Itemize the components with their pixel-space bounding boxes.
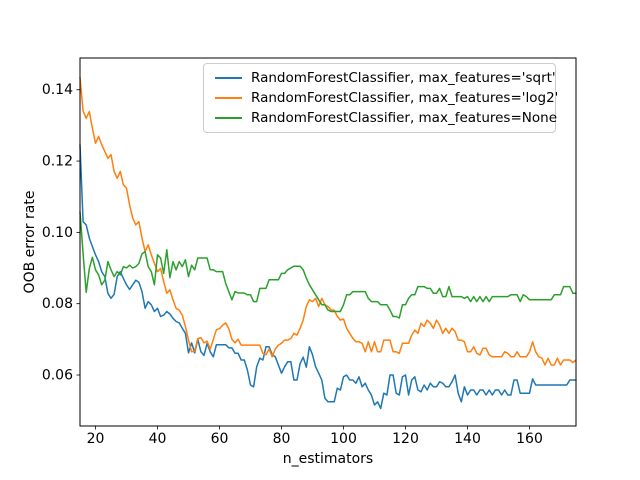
- legend-label-log2: RandomForestClassifier, max_features='lo…: [251, 90, 559, 106]
- y-axis-label: OOB error rate: [22, 190, 38, 294]
- x-tick-label: 80: [273, 431, 291, 447]
- legend-entry-sqrt: RandomForestClassifier, max_features='sq…: [215, 70, 556, 86]
- legend-label-sqrt: RandomForestClassifier, max_features='sq…: [251, 70, 556, 86]
- x-tick-label: 20: [87, 431, 105, 447]
- x-axis-label: n_estimators: [282, 451, 374, 467]
- x-tick-label: 60: [211, 431, 229, 447]
- legend-label-none: RandomForestClassifier, max_features=Non…: [251, 110, 557, 126]
- legend: RandomForestClassifier, max_features='sq…: [203, 63, 558, 133]
- y-tick-label: 0.12: [42, 154, 73, 170]
- legend-swatch-log2: [215, 97, 242, 99]
- x-tick-label: 160: [516, 431, 543, 447]
- legend-swatch-none: [215, 117, 242, 119]
- y-tick-label: 0.10: [42, 225, 73, 241]
- legend-swatch-sqrt: [215, 77, 242, 79]
- series-line-sqrt: [79, 143, 577, 410]
- x-tick-label: 100: [330, 431, 357, 447]
- x-tick-label: 140: [454, 431, 481, 447]
- series-line-log2: [79, 76, 577, 366]
- axes-spines: [79, 57, 577, 427]
- y-tick-label: 0.08: [42, 296, 73, 312]
- y-tick-label: 0.06: [42, 368, 73, 384]
- x-tick-label: 120: [392, 431, 419, 447]
- series-line-none: [79, 210, 577, 319]
- legend-entry-log2: RandomForestClassifier, max_features='lo…: [215, 90, 558, 106]
- legend-entry-none: RandomForestClassifier, max_features=Non…: [215, 110, 557, 126]
- y-tick-label: 0.14: [42, 82, 73, 98]
- x-tick-label: 40: [149, 431, 167, 447]
